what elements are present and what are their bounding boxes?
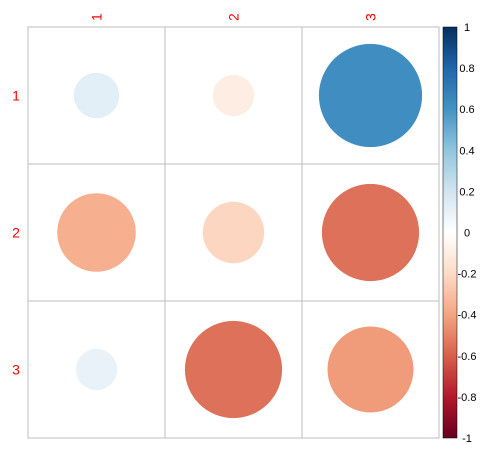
legend-tick-label: 0.4 [459,145,474,157]
column-label: 1 [89,13,105,21]
corr-circle-r2-c2 [202,201,265,264]
corr-circle-r3-c2 [184,320,283,419]
row-label: 1 [12,88,20,104]
legend-tick-label: -0.4 [458,310,477,322]
corr-circle-r3-c1 [75,348,118,391]
legend-tick-label: 0.6 [459,104,474,116]
row-label: 2 [12,225,20,241]
corr-circle-r1-c1 [73,72,120,119]
color-legend: 1 0.8 0.6 0.4 0.2 0 -0.2 -0.4 -0.6 -0.8 -1 [442,22,477,445]
legend-colorbar [442,26,458,439]
legend-tick-label: 1 [464,22,470,34]
legend-tick-label: -0.8 [458,392,477,404]
row-labels: 1 2 3 [12,88,20,378]
column-labels: 1 2 3 [89,13,379,21]
grid-border [27,26,440,439]
correlation-grid [27,26,440,439]
correlation-circles [57,43,423,419]
legend-tick-label: -0.6 [458,351,477,363]
legend-tick-label: 0.8 [459,63,474,75]
legend-tick-label: -0.2 [458,269,477,281]
row-label: 3 [12,362,20,378]
legend-tick-label: 0.2 [459,186,474,198]
legend-tick-label: -1 [462,433,472,445]
column-label: 3 [363,13,379,21]
corr-circle-r1-c3 [318,43,423,148]
corr-circle-r1-c2 [212,74,255,117]
column-label: 2 [226,13,242,21]
corr-circle-r2-c1 [57,193,136,272]
corr-circle-r2-c3 [321,183,420,282]
legend-tick-label: 0 [464,228,470,240]
corr-circle-r3-c3 [327,326,414,413]
